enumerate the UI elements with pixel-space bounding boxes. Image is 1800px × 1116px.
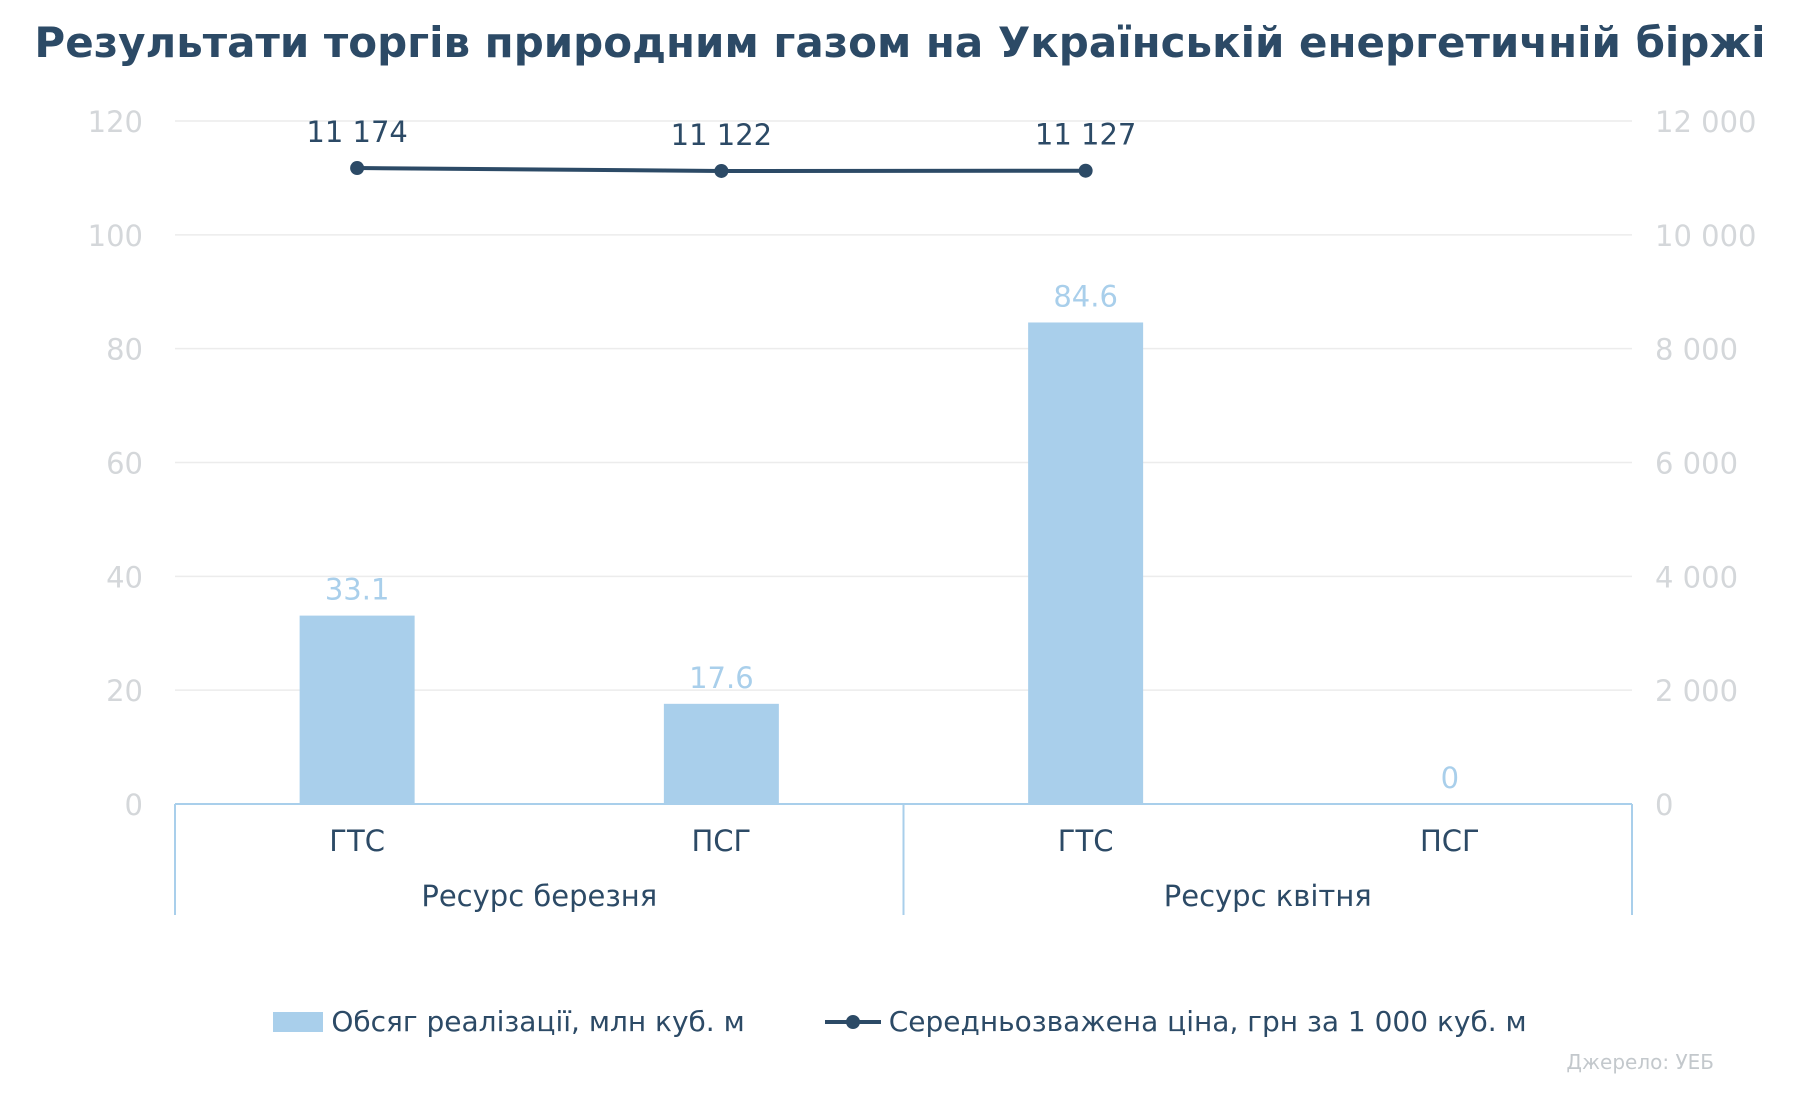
x-tick-label: ГТС (1058, 824, 1114, 858)
bar (299, 615, 415, 804)
bar (663, 703, 779, 804)
legend-item-volume: Обсяг реалізації, млн куб. м (273, 1005, 745, 1038)
y-left-tick-label: 100 (88, 219, 143, 253)
x-tick-label: ПСГ (692, 824, 752, 858)
legend-label-volume: Обсяг реалізації, млн куб. м (331, 1005, 745, 1038)
y-right-tick-label: 8 000 (1655, 333, 1738, 367)
price-data-label: 11 174 (306, 115, 407, 149)
bar-data-label: 84.6 (1053, 279, 1118, 313)
chart-title: Результати торгів природним газом на Укр… (34, 18, 1766, 67)
y-left-tick-label: 120 (88, 105, 143, 139)
bar-data-label: 33.1 (325, 573, 390, 607)
y-right-tick-label: 12 000 (1655, 105, 1756, 139)
y-left-tick-label: 0 (125, 788, 143, 822)
y-right-tick-label: 4 000 (1655, 560, 1738, 594)
y-right-tick-label: 2 000 (1655, 674, 1738, 708)
x-tick-label: ГТС (329, 824, 385, 858)
source-note: Джерело: УЕБ (1566, 1050, 1714, 1074)
chart-plot: 0 20 40 60 80 100 120 0 2 000 4 000 6 000 8 000 10 0… (88, 105, 1756, 915)
price-data-label: 11 122 (671, 118, 772, 152)
price-point (714, 163, 729, 178)
price-point (1078, 163, 1093, 178)
legend-swatch-line (824, 1012, 881, 1032)
bar-data-label: 0 (1441, 761, 1459, 795)
x-tick-label: ПСГ (1420, 824, 1480, 858)
y-left-tick-label: 80 (106, 333, 143, 367)
legend-item-price: Середньозважена ціна, грн за 1 000 куб. … (824, 1005, 1527, 1038)
price-data-label: 11 127 (1035, 118, 1136, 152)
y-right-tick-label: 10 000 (1655, 219, 1756, 253)
y-left-tick-label: 40 (106, 560, 143, 594)
y-left-tick-label: 20 (106, 674, 143, 708)
x-group-label: Ресурс березня (421, 879, 657, 913)
bar-data-label: 17.6 (689, 661, 754, 695)
y-right-tick-label: 6 000 (1655, 447, 1738, 481)
chart-legend: Обсяг реалізації, млн куб. м Середньозва… (0, 1005, 1800, 1038)
x-group-label: Ресурс квітня (1164, 879, 1372, 913)
legend-label-price: Середньозважена ціна, грн за 1 000 куб. … (888, 1005, 1527, 1038)
bar (1028, 322, 1144, 804)
legend-swatch-bar (273, 1011, 324, 1032)
price-point (350, 161, 365, 176)
y-left-tick-label: 60 (106, 447, 143, 481)
y-right-tick-label: 0 (1655, 788, 1673, 822)
